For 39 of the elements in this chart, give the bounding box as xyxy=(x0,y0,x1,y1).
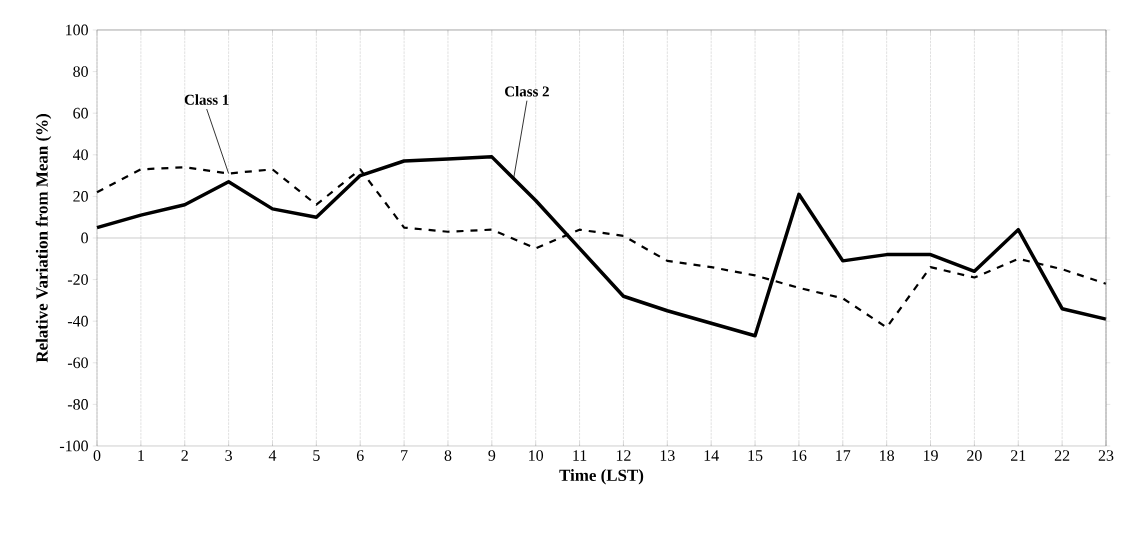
x-tick-label: 16 xyxy=(792,450,807,461)
y-tick-label: -40 xyxy=(67,315,88,327)
text: Class 1 xyxy=(184,94,229,105)
x-tick-label: 11 xyxy=(573,450,587,461)
y-tick-label: 40 xyxy=(72,149,88,161)
x-tick-label: 4 xyxy=(268,450,277,461)
x-tick-label: 3 xyxy=(225,450,232,461)
x-tick-label: 20 xyxy=(967,450,982,461)
x-tick-label: 2 xyxy=(181,450,188,461)
y-tick-label: 0 xyxy=(81,232,88,244)
x-tick-label: 0 xyxy=(93,450,101,461)
x-tick-label: 14 xyxy=(704,450,719,461)
x-tick-label: 10 xyxy=(529,450,544,461)
x-tick-label: 22 xyxy=(1054,450,1070,461)
x-tick-label: 17 xyxy=(836,450,851,461)
x-tick-label: 15 xyxy=(748,450,763,461)
x-tick-label: 12 xyxy=(616,450,631,461)
y-tick-label: 20 xyxy=(73,191,88,202)
x-tick-label: 1 xyxy=(138,450,144,461)
y-tick-label: 80 xyxy=(73,66,88,77)
y-tick-label: -20 xyxy=(67,274,88,285)
y-tick-label: -80 xyxy=(67,399,88,410)
x-axis-title: Time (LST) xyxy=(559,469,644,485)
x-tick-label: 19 xyxy=(923,450,938,461)
x-tick-label: 21 xyxy=(1011,450,1026,461)
text: Class 2 xyxy=(505,86,549,97)
x-tick-label: 9 xyxy=(488,450,496,461)
x-tick-label: 5 xyxy=(313,450,320,461)
y-tick-label: 60 xyxy=(73,107,88,119)
y-tick-label: -60 xyxy=(67,357,88,369)
y-tick-label: -100 xyxy=(59,440,88,452)
x-tick-label: 7 xyxy=(401,450,408,461)
x-tick-label: 18 xyxy=(880,450,895,461)
y-axis-title: Relative Variation from Mean (%) xyxy=(35,114,52,363)
y-tick-label: 100 xyxy=(66,24,88,36)
x-tick-label: 6 xyxy=(356,450,364,461)
x-tick-label: 8 xyxy=(444,450,452,461)
x-tick-label: 13 xyxy=(660,450,675,461)
x-tick-label: 23 xyxy=(1098,450,1114,461)
